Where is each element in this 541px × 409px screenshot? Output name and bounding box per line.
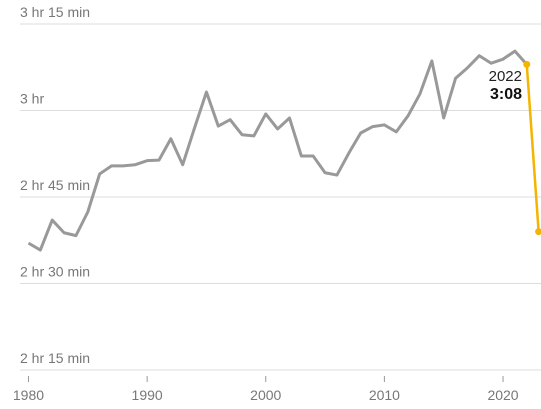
- x-tick-label: 2010: [369, 387, 400, 403]
- x-tick-label: 2000: [250, 387, 281, 403]
- point: [535, 228, 541, 236]
- x-tick-label: 2020: [487, 387, 518, 403]
- y-tick-label: 3 hr 15 min: [20, 4, 90, 20]
- y-tick-label: 2 hr 15 min: [20, 350, 90, 366]
- x-tick-label: 1980: [13, 387, 44, 403]
- annotation: 3:08: [490, 86, 522, 103]
- x-tick-label: 1990: [132, 387, 163, 403]
- y-tick-label: 2 hr 30 min: [20, 264, 90, 280]
- y-tick-label: 3 hr: [20, 91, 44, 107]
- line: [525, 64, 540, 232]
- y-tick-label: 2 hr 45 min: [20, 177, 90, 193]
- annotation: 2022: [489, 68, 522, 85]
- line: [27, 49, 528, 252]
- point: [523, 60, 531, 68]
